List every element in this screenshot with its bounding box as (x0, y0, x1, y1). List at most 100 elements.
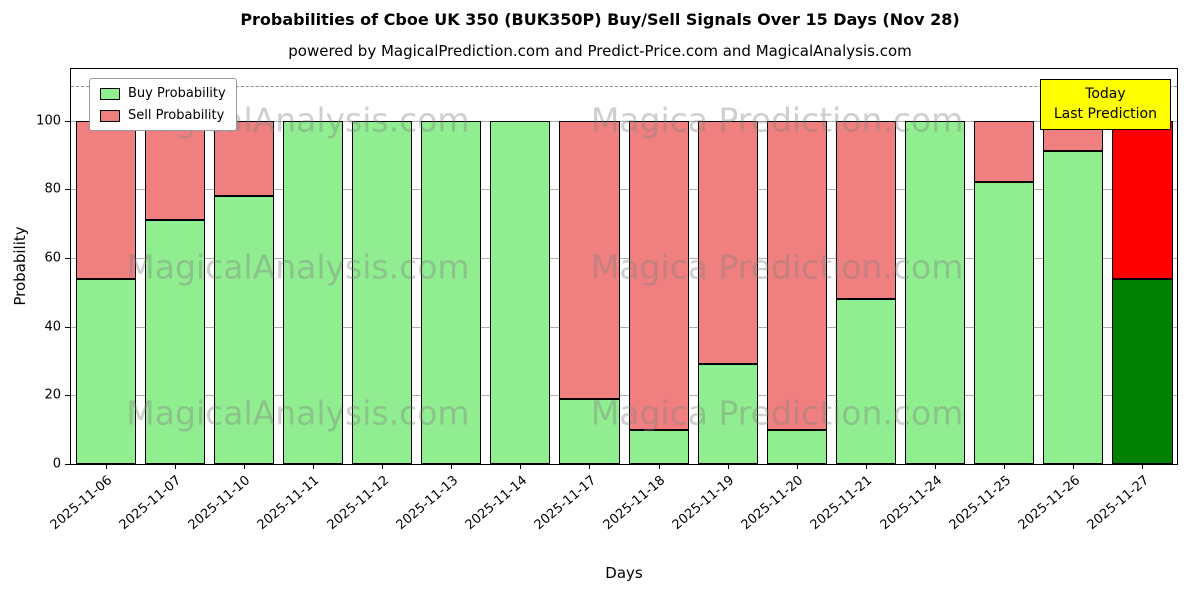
buy-segment (835, 299, 896, 464)
legend-label-buy: Buy Probability (128, 86, 226, 101)
x-tick-mark (451, 464, 453, 469)
bar-slot: 2025-11-21 (808, 69, 900, 533)
bar (766, 69, 827, 464)
buy-segment (144, 220, 205, 464)
bar-slot: 2025-11-11 (255, 69, 347, 533)
bar (282, 69, 343, 464)
x-tick-mark (727, 464, 729, 469)
y-axis-label: Probability (11, 226, 29, 306)
dashed-guide-line (71, 86, 1177, 88)
x-tick-label: 2025-11-21 (808, 473, 876, 534)
sell-segment (559, 120, 620, 399)
buy-segment (1112, 278, 1173, 464)
x-tick-label: 2025-11-11 (255, 473, 323, 534)
x-tick-label: 2025-11-07 (116, 473, 185, 534)
x-tick-label: 2025-11-13 (393, 473, 461, 534)
x-tick-label: 2025-11-10 (185, 473, 254, 534)
x-tick-label: 2025-11-25 (946, 473, 1014, 534)
sell-segment (835, 120, 896, 300)
x-tick-label: 2025-11-14 (462, 473, 530, 534)
bar-slot: 2025-11-19 (670, 69, 762, 533)
x-tick-label: 2025-11-12 (324, 473, 392, 534)
bar (697, 69, 758, 464)
bar-slot: 2025-11-24 (877, 69, 970, 533)
x-tick-label: 2025-11-24 (877, 473, 945, 534)
x-tick-label: 2025-11-17 (531, 473, 600, 534)
bars-container: 2025-11-06 2025-11-07 2025-11-10 2025-11-11… (48, 69, 1177, 533)
bar (352, 69, 413, 464)
x-tick-mark (174, 464, 176, 469)
sell-segment (75, 120, 136, 279)
chart-title: Probabilities of Cboe UK 350 (BUK350P) B… (240, 10, 960, 29)
x-tick-mark (589, 464, 591, 469)
buy-probability-swatch (100, 87, 120, 100)
x-tick-mark (520, 464, 522, 469)
legend-label-sell: Sell Probability (128, 108, 225, 123)
chart-subtitle: powered by MagicalPrediction.com and Pre… (288, 42, 912, 60)
y-tick-label: 100 (36, 113, 61, 129)
bar-slot: 2025-11-17 (532, 69, 624, 533)
bar (1043, 69, 1104, 464)
bar (835, 69, 896, 464)
buy-segment (421, 120, 482, 464)
bar-slot: 2025-11-18 (601, 69, 693, 533)
bar (490, 69, 551, 464)
bar-slot: 2025-11-26 (1015, 69, 1108, 533)
buy-segment (490, 120, 551, 464)
y-tick-mark (65, 464, 71, 465)
today-annotation-line1: Today (1085, 86, 1126, 102)
bar-slot: 2025-11-13 (393, 69, 486, 533)
buy-segment (905, 120, 966, 464)
x-tick-mark (1142, 464, 1144, 469)
y-tick-label: 0 (52, 456, 61, 472)
buy-segment (1043, 151, 1104, 464)
bar-slot: 2025-11-14 (462, 69, 555, 533)
y-tick-mark (65, 189, 71, 191)
bar (144, 69, 205, 464)
y-tick-label: 20 (44, 387, 61, 403)
x-tick-mark (935, 464, 937, 469)
sell-segment (213, 120, 274, 197)
bar (75, 69, 136, 464)
bar-slot: 2025-11-25 (946, 69, 1039, 533)
today-annotation: Today Last Prediction (1039, 79, 1171, 131)
buy-segment (628, 429, 689, 464)
legend: Buy Probability Sell Probability (89, 78, 237, 131)
x-axis-label: Days (605, 564, 643, 582)
bar (213, 69, 274, 464)
y-tick-mark (65, 257, 71, 259)
buy-segment (559, 398, 620, 464)
bar-today (1112, 69, 1173, 464)
buy-segment (75, 278, 136, 464)
legend-item-sell: Sell Probability (100, 108, 226, 123)
bar-slot: 2025-11-10 (186, 69, 278, 533)
x-tick-mark (658, 464, 660, 469)
buy-segment (974, 182, 1035, 464)
x-tick-mark (1073, 464, 1075, 469)
x-tick-label: 2025-11-26 (1015, 473, 1083, 534)
x-tick-mark (312, 464, 314, 469)
x-tick-label: 2025-11-18 (600, 473, 669, 534)
y-tick-label: 40 (44, 319, 61, 335)
gridline (71, 120, 1177, 122)
legend-item-buy: Buy Probability (100, 86, 226, 101)
bar (974, 69, 1035, 464)
sell-segment (974, 120, 1035, 183)
y-tick-label: 80 (44, 181, 61, 197)
bar (559, 69, 620, 464)
x-tick-label: 2025-11-20 (738, 473, 807, 534)
today-annotation-line2: Last Prediction (1053, 105, 1157, 122)
bar-slot: 2025-11-20 (739, 69, 831, 533)
x-tick-label: 2025-11-06 (47, 473, 116, 534)
sell-segment (628, 120, 689, 430)
y-tick-mark (65, 395, 71, 397)
sell-segment (697, 120, 758, 365)
sell-segment (766, 120, 827, 430)
plot-area: Buy Probability Sell Probability Today L… (36, 68, 1178, 533)
sell-segment (1112, 120, 1173, 279)
x-tick-label: 2025-11-27 (1084, 473, 1153, 534)
sell-segment (144, 120, 205, 221)
bar-slot: 2025-11-27 (1085, 69, 1177, 533)
x-tick-mark (382, 464, 384, 469)
buy-segment (697, 364, 758, 464)
